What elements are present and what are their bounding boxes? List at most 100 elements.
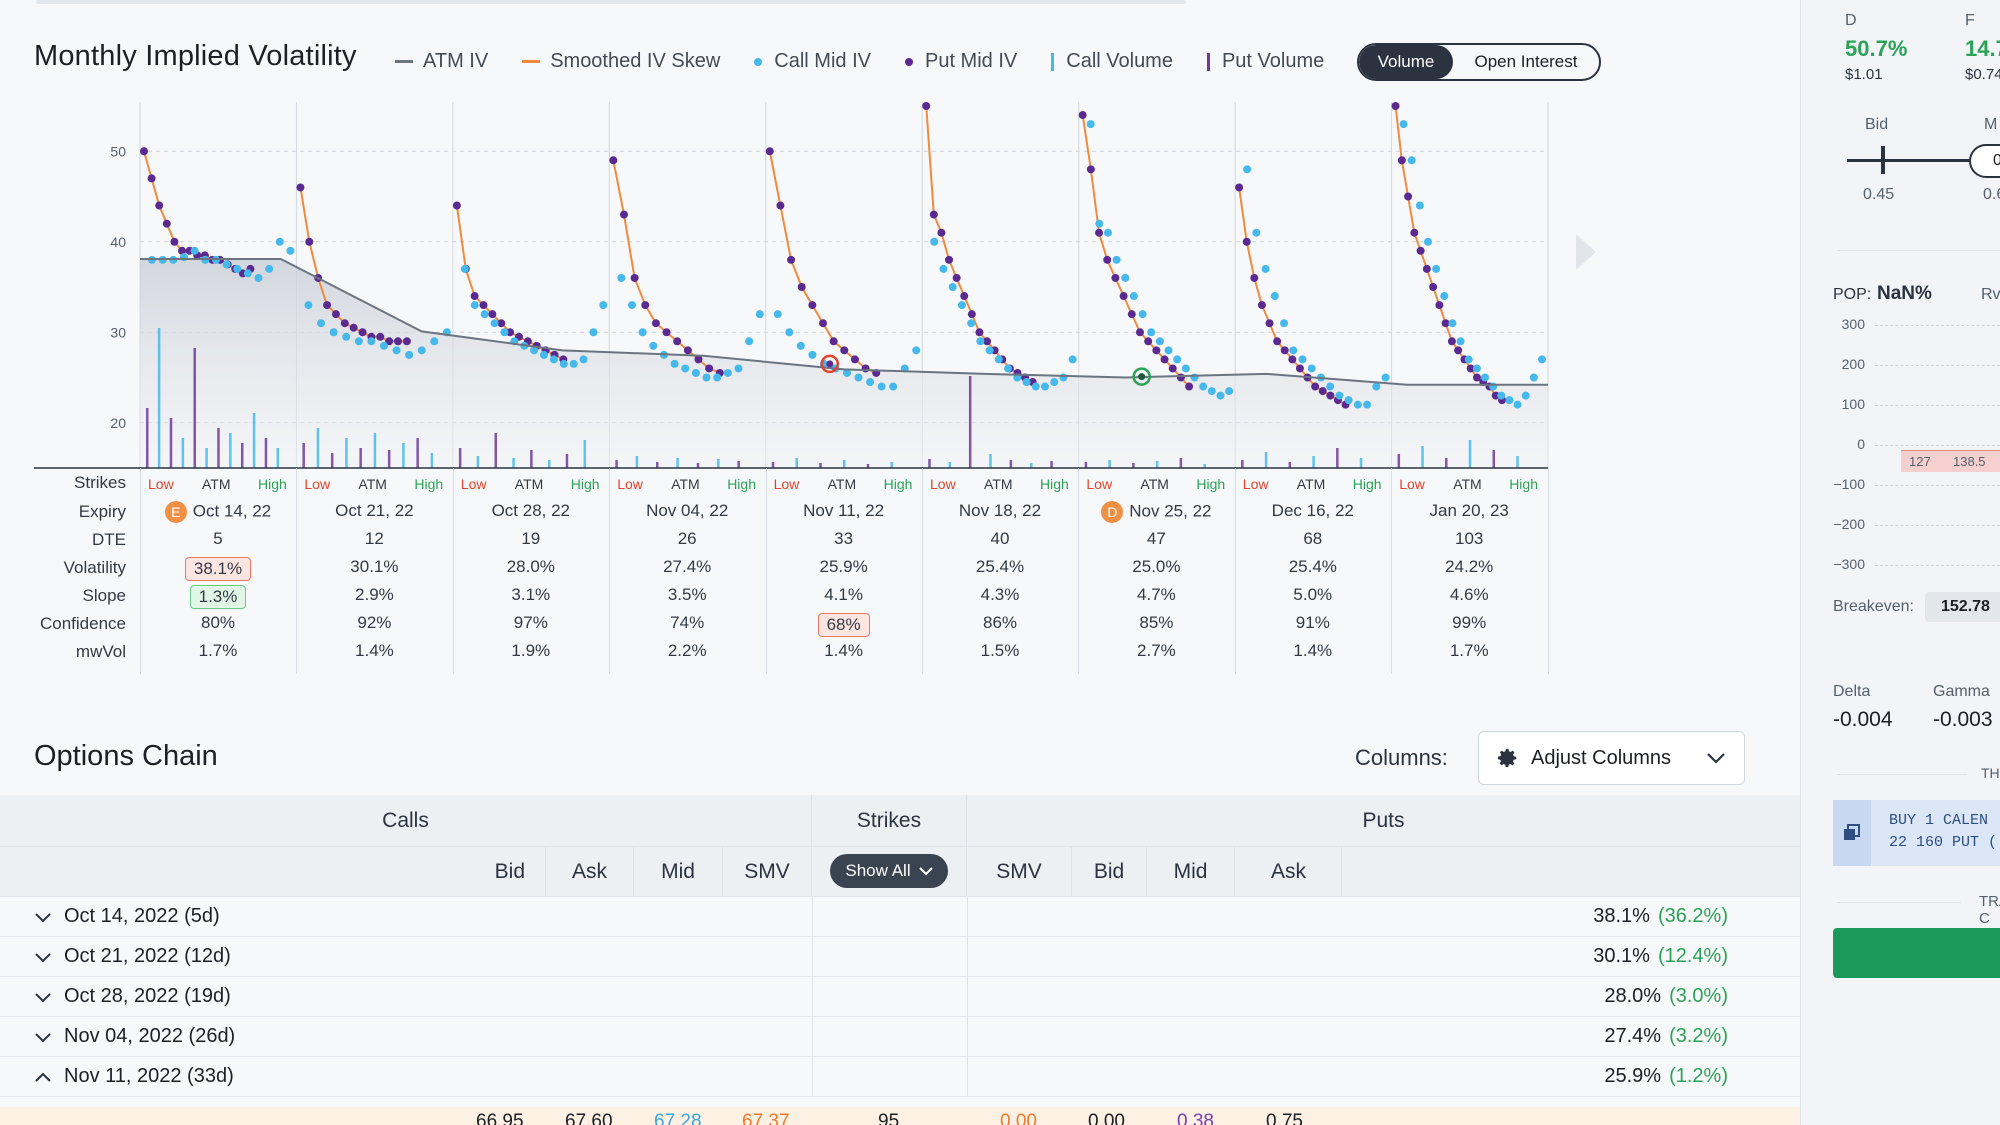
stats-slope-cell: 5.0% [1235,585,1391,605]
col-call-smv[interactable]: SMV [723,847,812,897]
strike-range-high[interactable]: High [414,476,444,492]
col-put-ask[interactable]: Ask [1235,847,1342,897]
strike-range-atm[interactable]: ATM [1453,476,1482,492]
col-put-smv[interactable]: SMV [967,847,1072,897]
call-mid-iv-point [1252,228,1261,237]
strike-range-atm[interactable]: ATM [202,476,231,492]
call-mid-iv-point [417,346,426,355]
stats-expiry-cell[interactable]: E Oct 14, 22 [140,501,296,523]
strike-range-atm[interactable]: ATM [671,476,700,492]
stats-expiry-cell[interactable]: Nov 04, 22 [609,501,765,521]
call-mid-iv-point [1538,355,1546,364]
legend-call-volume[interactable]: Call Volume [1051,50,1173,73]
call-mid-iv-point [985,346,994,355]
strike-range-high[interactable]: High [1040,476,1069,492]
legend-smoothed-skew[interactable]: Smoothed IV Skew [522,50,720,73]
strike-range-low[interactable]: Low [930,476,956,492]
stats-row-label: Strikes [74,473,126,492]
call-mid-iv-point [930,237,939,246]
stats-row-label: Confidence [39,614,126,633]
stats-expiry-cell[interactable]: Oct 28, 22 [453,501,609,521]
strike-row[interactable]: 66.95 67.60 67.28 67.37 95 0.00 0.00 0.3… [0,1107,1800,1125]
position-marker-long[interactable] [1132,367,1151,386]
strike-range-high[interactable]: High [570,476,600,492]
put-mid-iv-point [1280,346,1289,355]
strike-range-atm[interactable]: ATM [984,476,1013,492]
stats-expiry-cell[interactable]: Nov 18, 22 [922,501,1078,521]
stats-expiry-cell[interactable]: D Nov 25, 22 [1078,501,1234,523]
strike-range-atm[interactable]: ATM [1140,476,1169,492]
stats-expiry-cell[interactable]: Nov 11, 22 [766,501,922,521]
column-divider [765,468,767,674]
strike-range-atm[interactable]: ATM [358,476,387,492]
strike-range-atm[interactable]: ATM [514,476,544,492]
call-mid-iv-point [569,359,578,368]
col-put-bid[interactable]: Bid [1072,847,1147,897]
legend-call-mid-iv[interactable]: Call Mid IV [754,50,871,73]
col-call-bid[interactable]: Bid [458,847,546,897]
show-all-strikes-button[interactable]: Show All [830,854,948,888]
price-slider-track[interactable] [1847,159,1987,162]
expiration-row[interactable]: Oct 21, 2022 (12d) 30.1% (12.4%) [0,937,1800,977]
strike-range-high[interactable]: High [1352,476,1382,492]
legend-atm-iv[interactable]: ATM IV [395,50,488,73]
expiration-row[interactable]: Nov 11, 2022 (33d) 25.9% (1.2%) [0,1057,1800,1097]
col-put-mid[interactable]: Mid [1147,847,1235,897]
price-slider-thumb[interactable]: 0.6 [1969,144,2000,178]
put-mid-iv-point [922,102,931,110]
volume-bar [948,462,952,468]
strike-range-low[interactable]: Low [304,476,331,492]
stats-expiry-cell[interactable]: Oct 21, 22 [296,501,452,521]
toggle-volume[interactable]: Volume [1359,45,1453,79]
strike-range-high[interactable]: High [883,476,913,492]
legend-put-volume[interactable]: Put Volume [1206,50,1324,73]
trade-button[interactable] [1833,928,2000,978]
toggle-open-interest[interactable]: Open Interest [1474,52,1578,71]
call-mid-iv-point [1207,387,1216,396]
col-call-mid[interactable]: Mid [634,847,723,897]
strike-range-low[interactable]: Low [773,476,800,492]
position-marker-short[interactable] [820,354,840,374]
put-mid-iv-point [1326,391,1335,400]
strike-range-low[interactable]: Low [1399,476,1425,492]
smoothed-skew-line [1081,114,1190,388]
strike-range-low[interactable]: Low [617,476,643,492]
strike-range-low[interactable]: Low [1242,476,1269,492]
expiration-row[interactable]: Oct 14, 2022 (5d) 38.1% (36.2%) [0,897,1800,937]
volume-bar [547,460,551,468]
expiration-row[interactable]: Nov 04, 2022 (26d) 27.4% (3.2%) [0,1017,1800,1057]
pl-axis-tick: 300 [1841,316,1865,332]
strike-range-high[interactable]: High [727,476,756,492]
stats-expiry-cell[interactable]: Dec 16, 22 [1235,501,1391,521]
strike-range-atm[interactable]: ATM [1296,476,1326,492]
strike-range-low[interactable]: Low [460,476,487,492]
put-mid-iv-point [1265,319,1274,328]
strike-range-atm[interactable]: ATM [827,476,857,492]
strike-range-low[interactable]: Low [1086,476,1113,492]
col-call-ask[interactable]: Ask [546,847,634,897]
stats-mwvol-value: 1.4% [1293,641,1333,660]
stats-dte-value: 68 [1303,529,1323,548]
order-summary[interactable]: BUY 1 CALEN 22 160 PUT ( [1833,800,2000,866]
next-chevron-icon[interactable] [1572,230,1600,274]
put-mid-iv-point [630,273,639,282]
call-mid-iv-point [649,341,658,350]
put-mid-iv-point [1311,382,1320,391]
call-mid-iv-point [329,328,338,337]
strike-range-high[interactable]: High [1509,476,1538,492]
stats-mwvol-value: 1.4% [355,641,394,660]
call-mid-iv-point [1529,373,1538,382]
strike-range-high[interactable]: High [1196,476,1226,492]
expiration-row[interactable]: Oct 28, 2022 (19d) 28.0% (3.0%) [0,977,1800,1017]
legend-put-mid-iv[interactable]: Put Mid IV [904,50,1017,73]
strike-range-low[interactable]: Low [148,476,174,492]
stats-dte-cell: 68 [1235,529,1391,549]
stats-mwvol-value: 1.5% [980,641,1020,660]
chevron-down-icon [35,992,51,1002]
stats-expiry-cell[interactable]: Jan 20, 23 [1391,501,1547,521]
put-mid-iv-point [1410,228,1419,237]
strike-range-high[interactable]: High [258,476,287,492]
copy-icon[interactable] [1843,824,1861,842]
adjust-columns-button[interactable]: Adjust Columns [1478,731,1745,785]
put-mid-iv-point [929,210,938,219]
